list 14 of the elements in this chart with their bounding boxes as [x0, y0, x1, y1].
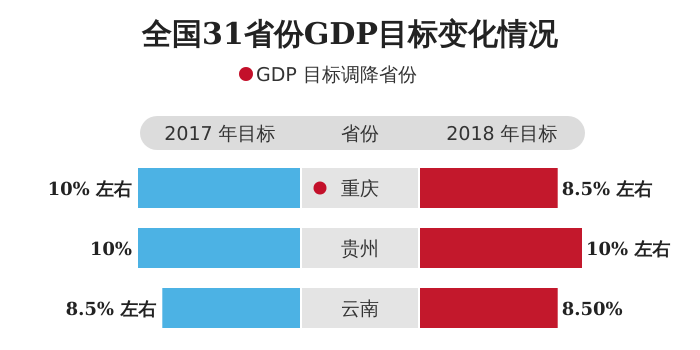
chart-title: 全国31省份GDP目标变化情况	[141, 17, 559, 52]
data-label: 8.5% 左右	[66, 299, 156, 320]
data-label: 10%	[90, 239, 132, 260]
y-axis-title: 省份	[341, 123, 379, 145]
series-label: 2017 年目标	[164, 123, 276, 145]
series-label: 2018 年目标	[446, 123, 558, 145]
text: GDP 目标调降省份	[256, 64, 417, 86]
data-label: 8.50%	[562, 299, 623, 320]
data-label: 8.5% 左右	[562, 179, 652, 200]
y-tick-label: 贵州	[341, 238, 379, 260]
y-tick-label: 重庆	[341, 178, 379, 200]
data-label: 10% 左右	[48, 179, 132, 200]
y-tick-label: 云南	[341, 298, 379, 320]
data-label: 10% 左右	[586, 239, 670, 260]
